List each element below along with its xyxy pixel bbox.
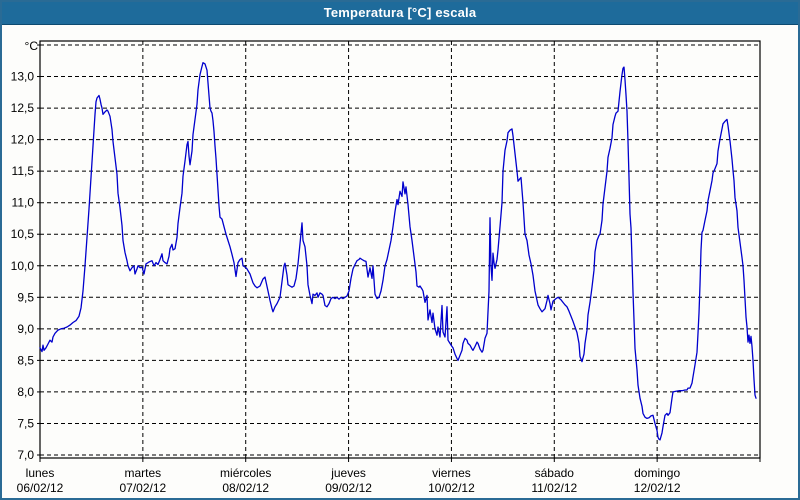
date-label: 11/02/12 [531, 481, 577, 495]
date-label: 08/02/12 [222, 481, 269, 495]
y-axis-label: 12,5 [11, 101, 35, 115]
y-axis-label: 13,0 [11, 70, 35, 84]
y-axis-label: 10,0 [11, 259, 35, 273]
plot-border [39, 40, 761, 459]
date-label: 06/02/12 [17, 481, 64, 495]
y-axis-label: 11,0 [12, 196, 35, 210]
date-label: 12/02/12 [634, 481, 681, 495]
date-label: 10/02/12 [428, 481, 475, 495]
day-label: sábado [535, 466, 575, 480]
day-label: martes [125, 466, 162, 480]
y-axis-label: 7,0 [17, 448, 34, 462]
day-label: jueves [330, 466, 366, 480]
y-axis-label: 9,0 [17, 322, 34, 336]
day-label: viernes [432, 466, 471, 480]
day-label: miércoles [220, 466, 271, 480]
window-title: Temperatura [°C] escala [323, 5, 477, 20]
y-axis-label: 8,0 [17, 385, 34, 399]
y-axis-label: 7,5 [17, 416, 34, 430]
date-label: 07/02/12 [119, 481, 166, 495]
day-label: domingo [634, 466, 680, 480]
y-axis-label: 8,5 [17, 353, 34, 367]
date-label: 09/02/12 [325, 481, 372, 495]
y-axis-label: 11,5 [12, 164, 35, 178]
y-axis-label: 10,5 [11, 227, 35, 241]
y-axis-unit-label: °C [25, 39, 39, 53]
title-bar: Temperatura [°C] escala [2, 2, 798, 25]
y-axis-label: 12,0 [11, 133, 35, 147]
y-axis-label: 9,5 [17, 290, 34, 304]
day-label: lunes [26, 466, 55, 480]
temperature-line [39, 62, 757, 441]
